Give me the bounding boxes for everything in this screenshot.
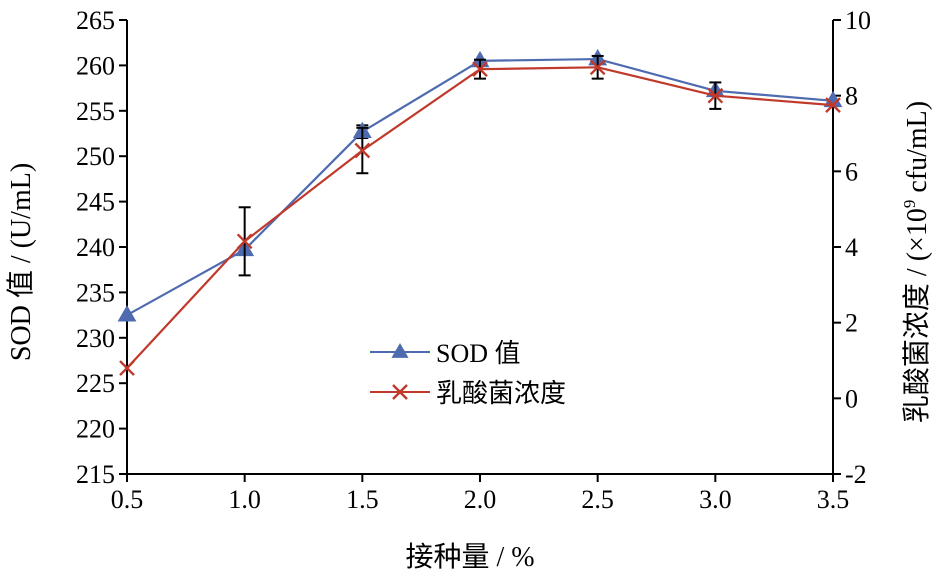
y-right-tick-label: 4 [845,233,858,262]
x-axis-label: 接种量 / % [405,541,534,573]
x-tick-label: 1.5 [346,485,379,514]
data-point-x [119,360,135,376]
x-marker-stroke [119,360,135,376]
x-tick-label: 1.0 [228,485,261,514]
x-marker-stroke [354,142,371,159]
x-marker-stroke [707,87,724,104]
y-left-tick-label: 255 [76,97,115,126]
y-left-tick-label: 250 [76,142,115,171]
x-marker-stroke [589,59,606,76]
y-axis-right-label: 乳酸菌浓度 / (×109 cfu/mL) [900,101,933,423]
y-axis-left-label: SOD 值 / (U/mL) [5,163,37,361]
data-point-x [825,97,841,113]
y-left-tick-label: 220 [76,415,115,444]
legend-label-lactobacillus: 乳酸菌浓度 [436,379,566,408]
y-left-tick-label: 235 [76,278,115,307]
y-left-tick-label: 245 [76,188,115,217]
x-marker-stroke [472,61,488,78]
y-left-tick-label: 260 [76,51,115,80]
y-left-tick-label: 265 [76,6,115,35]
x-tick-label: 3.5 [817,485,850,514]
series-line-1 [126,66,834,369]
x-marker-stroke [825,97,841,113]
y-left-tick-label: 225 [76,369,115,398]
axes-layer: 215 220 225 230 235 240 245 250 255 260 265 -2 0 2 4 6 8… [76,6,871,514]
x-marker-stroke [236,233,253,250]
x-marker-stroke [392,384,408,400]
y-right-tick-label: 0 [845,384,858,413]
legend: SOD 值 乳酸菌浓度 [370,339,566,408]
x-tick-label: 0.5 [111,485,144,514]
y-right-tick-label: 2 [845,309,858,338]
data-point-x [354,142,371,159]
y-right-tick-label: 10 [845,6,871,35]
x-tick-label: 2.0 [464,485,497,514]
data-point-x [472,61,488,78]
y-right-tick-label: 6 [845,157,858,186]
x-tick-label: 3.0 [699,485,732,514]
data-point-x [236,233,253,250]
y-left-tick-label: 240 [76,233,115,262]
y-left-tick-label: 215 [76,460,115,489]
legend-marker-triangle [391,343,409,358]
y-right-tick-label: 8 [845,82,858,111]
legend-marker-x [392,384,408,400]
series-layer [117,49,843,376]
y-right-tick-label: -2 [845,460,867,489]
legend-label-sod: SOD 值 [436,339,521,368]
x-tick-label: 2.5 [581,485,614,514]
y-left-tick-label: 230 [76,324,115,353]
data-point-x [707,87,724,104]
data-point-x [589,59,606,76]
data-point-triangle [117,305,137,322]
